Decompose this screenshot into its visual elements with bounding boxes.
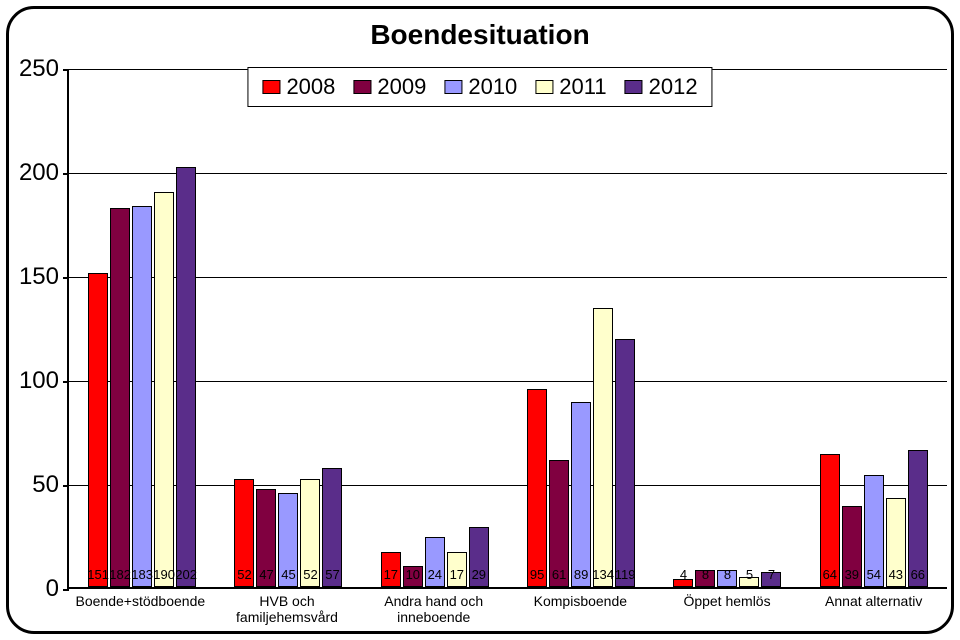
bar: 5 [739, 577, 759, 587]
bar-value-label: 52 [303, 567, 317, 582]
bar: 10 [403, 566, 423, 587]
bar-value-label: 182 [109, 567, 131, 582]
legend-label: 2008 [286, 74, 335, 100]
chart-frame: Boendesituation 151182183190202524745525… [6, 6, 954, 634]
legend: 2008 2009 2010 2011 2012 [247, 67, 712, 107]
bar-value-label: 61 [552, 567, 566, 582]
legend-item: 2011 [535, 74, 606, 100]
category-label: Annat alternativ [800, 593, 947, 625]
legend-swatch-2009 [353, 80, 371, 94]
bar-value-label: 17 [450, 567, 464, 582]
bar-value-label: 47 [259, 567, 273, 582]
bar: 64 [820, 454, 840, 587]
bar: 17 [447, 552, 467, 587]
bar-value-label: 45 [281, 567, 295, 582]
bar-groups: 1511821831902025247455257171024172995618… [69, 69, 947, 587]
bar-value-label: 66 [911, 567, 925, 582]
legend-label: 2010 [468, 74, 517, 100]
plot-area: 1511821831902025247455257171024172995618… [67, 69, 947, 589]
bar: 134 [593, 308, 613, 587]
bar: 7 [761, 572, 781, 587]
bar: 182 [110, 208, 130, 587]
bar-group: 95 61 89 134119 [508, 69, 654, 587]
bar: 52 [300, 479, 320, 587]
bar: 89 [571, 402, 591, 587]
chart-title: Boendesituation [9, 19, 951, 51]
bar-value-label: 8 [702, 567, 709, 582]
y-tick-label: 200 [17, 159, 59, 187]
bar-value-label: 151 [87, 567, 109, 582]
bar: 4 [673, 579, 693, 587]
legend-label: 2009 [377, 74, 426, 100]
bar-value-label: 29 [472, 567, 486, 582]
bar-value-label: 24 [428, 567, 442, 582]
bar: 183 [132, 206, 152, 587]
bar: 8 [717, 570, 737, 587]
legend-item: 2010 [444, 74, 517, 100]
bar: 61 [549, 460, 569, 587]
bar: 52 [234, 479, 254, 587]
bar-value-label: 64 [823, 567, 837, 582]
y-tick-label: 100 [17, 367, 59, 395]
bar-value-label: 5 [746, 567, 753, 582]
category-label: Boende+stödboende [67, 593, 214, 625]
legend-swatch-2010 [444, 80, 462, 94]
bar: 54 [864, 475, 884, 587]
bar: 39 [842, 506, 862, 587]
bar: 29 [469, 527, 489, 587]
bar-value-label: 52 [237, 567, 251, 582]
bar-value-label: 89 [574, 567, 588, 582]
bar-value-label: 190 [153, 567, 175, 582]
legend-item: 2008 [262, 74, 335, 100]
y-tick-label: 50 [17, 471, 59, 499]
bar: 95 [527, 389, 547, 587]
bar: 43 [886, 498, 906, 587]
bar-group: 48857 [654, 69, 800, 587]
bar-value-label: 43 [889, 567, 903, 582]
bar-value-label: 57 [325, 567, 339, 582]
bar-value-label: 10 [406, 567, 420, 582]
bar: 24 [425, 537, 445, 587]
bar: 119 [615, 339, 635, 587]
bar: 151 [88, 273, 108, 587]
bar-group: 151182183190202 [69, 69, 215, 587]
category-label: Andra hand och inneboende [360, 593, 507, 625]
legend-swatch-2008 [262, 80, 280, 94]
bar: 8 [695, 570, 715, 587]
bar-value-label: 95 [530, 567, 544, 582]
category-label: Kompisboende [507, 593, 654, 625]
category-label: HVB och familjehemsvård [214, 593, 361, 625]
y-tick-label: 0 [17, 575, 59, 603]
legend-item: 2009 [353, 74, 426, 100]
bar-value-label: 183 [131, 567, 153, 582]
legend-swatch-2011 [535, 80, 553, 94]
legend-swatch-2012 [625, 80, 643, 94]
legend-item: 2012 [625, 74, 698, 100]
bar-value-label: 8 [724, 567, 731, 582]
bar-value-label: 134 [592, 567, 614, 582]
y-tick-label: 250 [17, 55, 59, 83]
bar-value-label: 202 [175, 567, 197, 582]
legend-label: 2011 [559, 74, 606, 100]
bar-group: 17 10 24 17 29 [362, 69, 508, 587]
bar: 47 [256, 489, 276, 587]
bar: 17 [381, 552, 401, 587]
bar: 57 [322, 468, 342, 587]
bar-value-label: 119 [615, 567, 636, 582]
legend-label: 2012 [649, 74, 698, 100]
category-label: Öppet hemlös [654, 593, 801, 625]
category-labels: Boende+stödboendeHVB och familjehemsvård… [67, 593, 947, 625]
bar: 190 [154, 192, 174, 587]
bar-value-label: 4 [680, 567, 687, 582]
bar-value-label: 54 [867, 567, 881, 582]
bar: 45 [278, 493, 298, 587]
bar: 202 [176, 167, 196, 587]
bar-value-label: 17 [384, 567, 398, 582]
bar-group: 52 47 45 52 57 [215, 69, 361, 587]
bar-value-label: 39 [845, 567, 859, 582]
bar-value-label: 7 [768, 567, 775, 582]
bar-group: 64 39 54 43 66 [801, 69, 947, 587]
bar: 66 [908, 450, 928, 587]
y-tick-label: 150 [17, 263, 59, 291]
